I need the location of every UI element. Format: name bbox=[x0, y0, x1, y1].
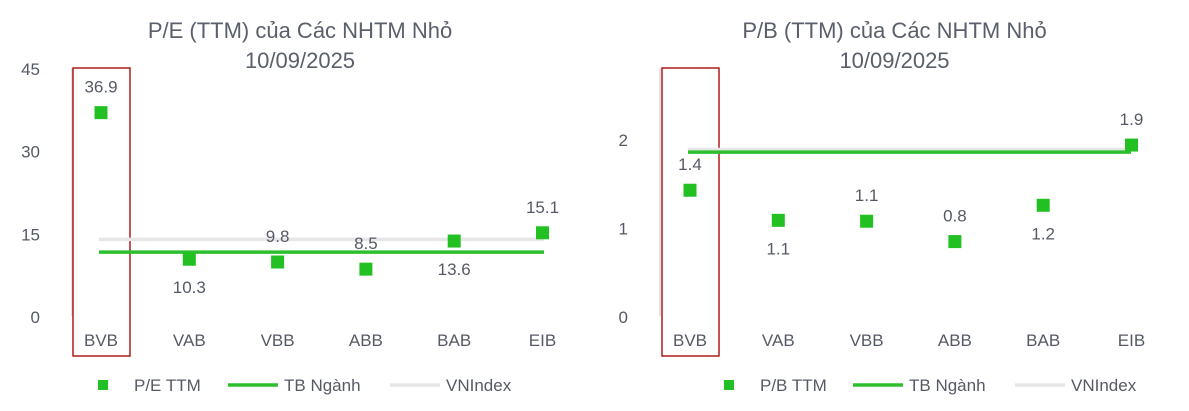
pb-point-abb bbox=[948, 235, 962, 249]
pe-chart-plot: 0 15 30 45 36.9 10.3 9.8 8.5 13.6 15.1 BVB VAB VBB AB… bbox=[21, 60, 559, 395]
pb-point-bvb bbox=[683, 183, 697, 197]
pe-data-label: 36.9 bbox=[84, 78, 117, 97]
pb-data-label: 1.1 bbox=[855, 186, 879, 205]
pe-point-bvb bbox=[94, 106, 108, 120]
pe-legend-label: VNIndex bbox=[446, 376, 512, 395]
pb-point-bab bbox=[1036, 198, 1050, 212]
pe-chart-title: P/E (TTM) của Các NHTM Nhỏ bbox=[147, 18, 453, 43]
pb-chart-subtitle: 10/09/2025 bbox=[839, 48, 950, 73]
pb-category-label: VAB bbox=[762, 331, 795, 350]
pe-category-label: EIB bbox=[529, 331, 556, 350]
pe-legend-marker-icon bbox=[98, 380, 108, 390]
pb-ytick-label: 0 bbox=[619, 308, 628, 327]
pb-data-label: 1.9 bbox=[1120, 110, 1144, 129]
pb-point-vbb bbox=[860, 214, 874, 228]
pb-data-label: 1.4 bbox=[678, 155, 702, 174]
pb-data-label: 0.8 bbox=[943, 207, 967, 226]
pb-highlight-box bbox=[661, 67, 720, 357]
pe-category-label: ABB bbox=[349, 331, 383, 350]
pb-chart-panel: P/B (TTM) của Các NHTM Nhỏ 10/09/2025 0 1… bbox=[600, 0, 1189, 411]
pb-category-label: EIB bbox=[1118, 331, 1145, 350]
pb-data-label: 1.2 bbox=[1031, 224, 1055, 243]
pe-legend-label: TB Ngành bbox=[284, 376, 361, 395]
pb-legend-label: P/B TTM bbox=[760, 376, 827, 395]
pe-category-label: VBB bbox=[261, 331, 295, 350]
pe-highlight-box bbox=[72, 67, 131, 357]
pe-legend-label: P/E TTM bbox=[134, 376, 201, 395]
pe-point-bab bbox=[447, 234, 461, 248]
pe-ytick-label: 0 bbox=[31, 308, 40, 327]
pe-ytick-label: 15 bbox=[21, 225, 40, 244]
pe-chart-panel: P/E (TTM) của Các NHTM Nhỏ 10/09/2025 0 1… bbox=[21, 18, 559, 395]
pb-ytick-label: 2 bbox=[619, 131, 628, 150]
pe-category-label: BVB bbox=[84, 331, 118, 350]
pb-point-eib bbox=[1125, 138, 1138, 152]
pe-ytick-label: 30 bbox=[21, 143, 40, 162]
pb-point-vab bbox=[771, 213, 785, 227]
pe-category-label: VAB bbox=[173, 331, 206, 350]
pe-category-label: BAB bbox=[437, 331, 471, 350]
pb-chart-plot: 0 1 2 1.4 1.1 1.1 0.8 1.2 1.9 BVB VAB VBB ABB BAB EIB P… bbox=[619, 67, 1145, 395]
pb-legend-label: TB Ngành bbox=[909, 376, 986, 395]
pb-category-label: VBB bbox=[850, 331, 884, 350]
pe-data-label: 15.1 bbox=[526, 198, 559, 217]
pb-category-label: BAB bbox=[1026, 331, 1060, 350]
pb-data-label: 1.1 bbox=[766, 239, 790, 258]
pe-data-label: 8.5 bbox=[354, 234, 378, 253]
pe-data-label: 10.3 bbox=[173, 278, 206, 297]
pb-ytick-label: 1 bbox=[619, 219, 628, 238]
pb-legend-marker-icon bbox=[724, 380, 734, 390]
pe-point-abb bbox=[359, 262, 373, 276]
pb-category-label: ABB bbox=[938, 331, 972, 350]
pe-chart-subtitle: 10/09/2025 bbox=[244, 48, 356, 73]
pe-point-vab bbox=[182, 252, 196, 266]
pb-chart-title: P/B (TTM) của Các NHTM Nhỏ bbox=[742, 18, 1047, 43]
pe-data-label: 9.8 bbox=[266, 227, 290, 246]
pe-ytick-label: 45 bbox=[21, 60, 40, 79]
pb-legend-label: VNIndex bbox=[1071, 376, 1137, 395]
pe-point-eib bbox=[536, 226, 549, 240]
pb-category-label: BVB bbox=[673, 331, 707, 350]
pe-data-label: 13.6 bbox=[438, 260, 471, 279]
pe-point-vbb bbox=[271, 255, 285, 269]
